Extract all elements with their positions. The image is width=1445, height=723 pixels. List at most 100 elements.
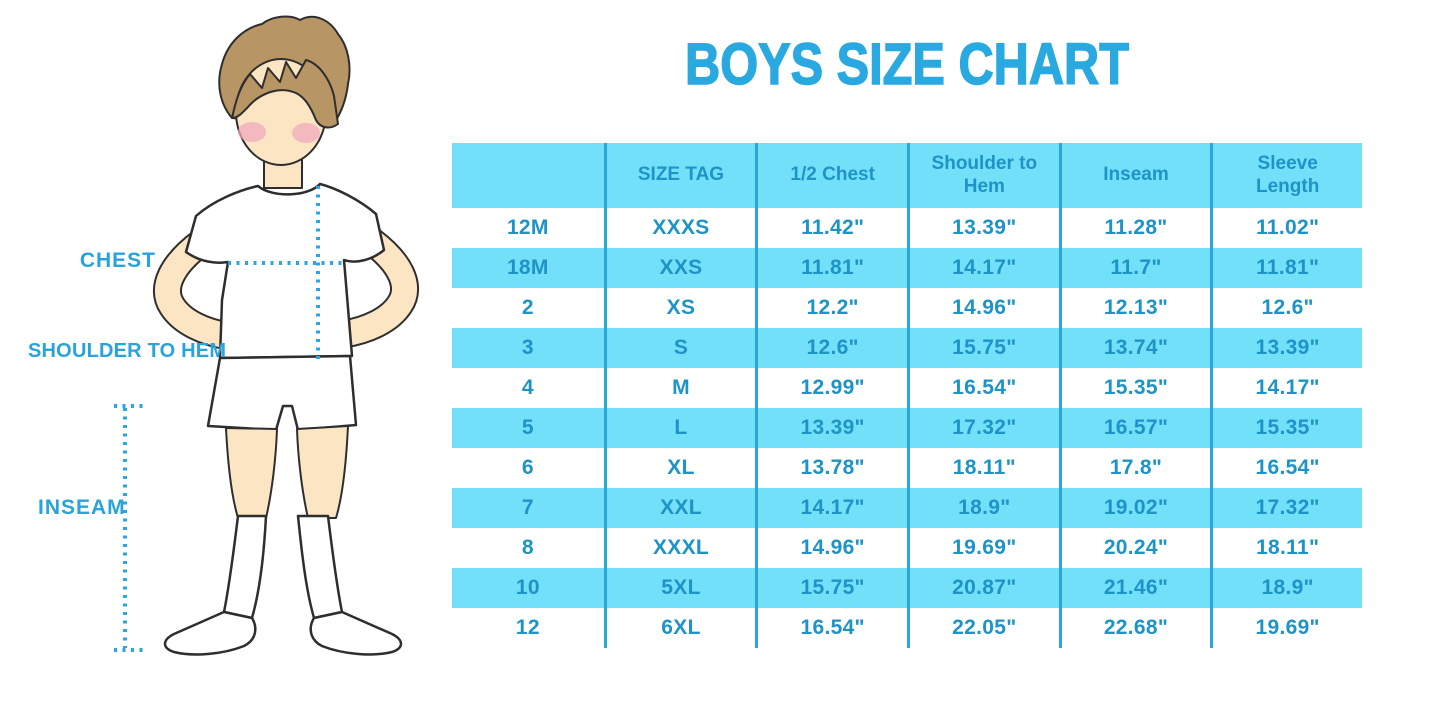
table-cell: 16.57" — [1058, 408, 1211, 448]
hair-fringe — [231, 59, 339, 129]
boy-figure-illustration — [114, 15, 419, 656]
size-table-body: 12M XXXS 11.42" 13.39" 11.28" 11.02" 18M XXS 11.… — [452, 208, 1362, 648]
table-row: 18M XXS 11.81" 14.17" 11.7" 11.81" — [452, 248, 1362, 288]
table-cell: 12.6" — [1210, 288, 1362, 328]
page-title: BOYS SIZE CHART — [684, 32, 1129, 97]
table-cell: 13.39" — [755, 408, 907, 448]
shoulder-to-hem-label: SHOULDER TO HEM — [28, 340, 227, 362]
table-cell: 18M — [452, 248, 604, 288]
table-cell: 12M — [452, 208, 604, 248]
left-sock — [222, 514, 268, 620]
table-cell: 22.68" — [1058, 608, 1211, 648]
table-cell: XXXS — [603, 208, 756, 248]
table-cell: 7 — [452, 488, 604, 528]
table-cell: 19.69" — [907, 528, 1059, 568]
table-cell: L — [603, 408, 756, 448]
table-cell: 11.28" — [1058, 208, 1211, 248]
table-cell: 15.75" — [755, 568, 907, 608]
table-cell: 12 — [452, 608, 604, 648]
header-cell — [452, 143, 604, 208]
table-cell: 21.46" — [1058, 568, 1211, 608]
table-row: 10 5XL 15.75" 20.87" 21.46" 18.9" — [452, 568, 1362, 608]
left-foot — [163, 610, 257, 656]
table-cell: 5XL — [603, 568, 756, 608]
table-cell: 18.11" — [907, 448, 1059, 488]
table-cell: 14.96" — [755, 528, 907, 568]
right-leg — [296, 425, 349, 519]
table-row: 8 XXXL 14.96" 19.69" 20.24" 18.11" — [452, 528, 1362, 568]
table-cell: 12.6" — [755, 328, 907, 368]
table-cell: 12.13" — [1058, 288, 1211, 328]
header-cell: Sleeve Length — [1210, 143, 1362, 208]
table-cell: 5 — [452, 408, 604, 448]
table-cell: 4 — [452, 368, 604, 408]
table-cell: 6 — [452, 448, 604, 488]
table-cell: 16.54" — [755, 608, 907, 648]
table-cell: S — [603, 328, 756, 368]
table-cell: 11.81" — [1210, 248, 1362, 288]
right-arm — [329, 225, 419, 349]
table-cell: 18.9" — [1210, 568, 1362, 608]
table-cell: 16.54" — [907, 368, 1059, 408]
right-foot — [309, 610, 403, 656]
table-cell: 15.75" — [907, 328, 1059, 368]
table-cell: 22.05" — [907, 608, 1059, 648]
table-cell: 14.96" — [907, 288, 1059, 328]
table-cell: 20.87" — [907, 568, 1059, 608]
table-cell: 17.32" — [907, 408, 1059, 448]
table-cell: 2 — [452, 288, 604, 328]
size-table-header: SIZE TAG 1/2 Chest Shoulder to Hem Inseam Sl… — [452, 143, 1362, 208]
table-cell: XXXL — [603, 528, 756, 568]
table-row: 12 6XL 16.54" 22.05" 22.68" 19.69" — [452, 608, 1362, 648]
table-cell: 13.78" — [755, 448, 907, 488]
inseam-label: INSEAM — [38, 496, 126, 519]
table-cell: 3 — [452, 328, 604, 368]
table-cell: 11.81" — [755, 248, 907, 288]
table-cell: M — [603, 368, 756, 408]
left-arm — [153, 227, 243, 351]
table-cell: 13.39" — [1210, 328, 1362, 368]
right-sock — [296, 514, 344, 620]
left-leg — [225, 427, 278, 519]
size-table: SIZE TAG 1/2 Chest Shoulder to Hem Inseam Sl… — [452, 143, 1362, 648]
table-cell: 6XL — [603, 608, 756, 648]
table-cell: 11.02" — [1210, 208, 1362, 248]
table-cell: 13.39" — [907, 208, 1059, 248]
chest-label: CHEST — [79, 249, 156, 272]
t-shirt — [184, 182, 386, 360]
table-cell: 13.74" — [1058, 328, 1211, 368]
table-cell: 17.8" — [1058, 448, 1211, 488]
table-cell: 16.54" — [1210, 448, 1362, 488]
table-row: 12M XXXS 11.42" 13.39" 11.28" 11.02" — [452, 208, 1362, 248]
header-cell: SIZE TAG — [603, 143, 756, 208]
table-cell: 17.32" — [1210, 488, 1362, 528]
table-row: 2 XS 12.2" 14.96" 12.13" 12.6" — [452, 288, 1362, 328]
table-cell: XL — [603, 448, 756, 488]
table-cell: 19.69" — [1210, 608, 1362, 648]
table-cell: 14.17" — [1210, 368, 1362, 408]
table-cell: 19.02" — [1058, 488, 1211, 528]
table-cell: 20.24" — [1058, 528, 1211, 568]
table-cell: 10 — [452, 568, 604, 608]
header-cell: Shoulder to Hem — [907, 143, 1059, 208]
table-cell: 14.17" — [755, 488, 907, 528]
shorts — [206, 354, 358, 432]
table-cell: 18.9" — [907, 488, 1059, 528]
table-cell: 11.7" — [1058, 248, 1211, 288]
table-cell: 11.42" — [755, 208, 907, 248]
blush-right-cheek — [292, 123, 320, 143]
header-cell: Inseam — [1058, 143, 1211, 208]
table-cell: XXL — [603, 488, 756, 528]
table-cell: 12.99" — [755, 368, 907, 408]
table-row: 7 XXL 14.17" 18.9" 19.02" 17.32" — [452, 488, 1362, 528]
table-cell: 14.17" — [907, 248, 1059, 288]
table-cell: 8 — [452, 528, 604, 568]
table-row: 3 S 12.6" 15.75" 13.74" 13.39" — [452, 328, 1362, 368]
table-cell: XXS — [603, 248, 756, 288]
table-cell: 18.11" — [1210, 528, 1362, 568]
blush-left-cheek — [238, 122, 266, 142]
table-cell: 12.2" — [755, 288, 907, 328]
table-cell: XS — [603, 288, 756, 328]
table-row: 4 M 12.99" 16.54" 15.35" 14.17" — [452, 368, 1362, 408]
